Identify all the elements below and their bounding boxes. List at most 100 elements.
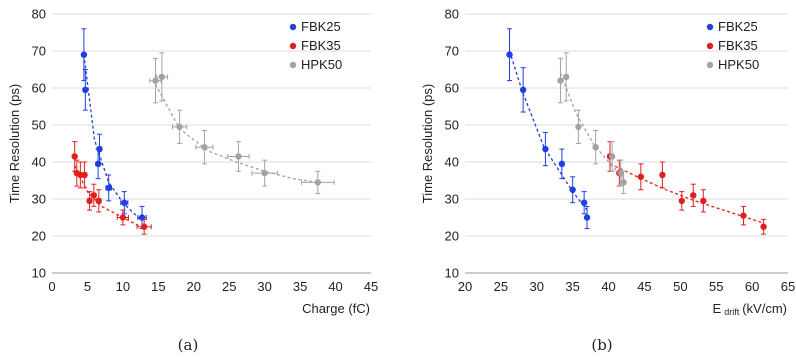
y-tick-label: 40 [32, 155, 46, 170]
data-point [690, 192, 697, 199]
legend-marker [289, 61, 297, 69]
data-point [569, 186, 576, 193]
trendline [559, 72, 625, 180]
y-tick-label: 20 [32, 229, 46, 244]
x-tick-label: 15 [151, 279, 165, 294]
legend-marker [706, 42, 714, 50]
data-point [235, 153, 242, 160]
data-point [580, 199, 588, 206]
data-point [760, 223, 767, 230]
y-tick-label: 10 [445, 266, 459, 281]
data-point [201, 144, 208, 151]
legend-label: FBK35 [301, 38, 341, 53]
data-point [558, 160, 566, 168]
trendline [508, 50, 588, 211]
trendline [83, 54, 143, 222]
data-point [80, 51, 88, 58]
x-tick-label: 65 [781, 279, 795, 294]
x-tick-label: 30 [530, 279, 544, 294]
panel-caption: (a) [178, 336, 199, 354]
data-point [96, 145, 103, 153]
y-tick-label: 80 [32, 7, 46, 22]
data-point [620, 179, 627, 186]
data-point [740, 212, 747, 219]
x-tick-label: 50 [673, 279, 687, 294]
data-point [82, 86, 89, 94]
x-tick-label: 25 [222, 279, 236, 294]
y-tick-label: 80 [445, 7, 459, 22]
y-tick-label: 50 [32, 118, 46, 133]
data-point [700, 197, 707, 205]
data-point [583, 214, 591, 221]
trendline [609, 163, 764, 224]
x-tick-label: 40 [601, 279, 615, 294]
legend-marker [289, 42, 297, 50]
legend-label: HPK50 [301, 57, 342, 72]
y-tick-label: 70 [32, 44, 46, 59]
legend-marker [706, 23, 714, 31]
legend-marker [706, 61, 714, 69]
y-axis-title: Time Resolution (ps) [420, 84, 435, 203]
data-point [119, 214, 127, 221]
x-tick-label: 55 [709, 279, 723, 294]
x-tick-label: 45 [364, 279, 378, 294]
data-point [659, 171, 666, 179]
legend-marker [289, 23, 297, 31]
x-tick-label: 45 [637, 279, 651, 294]
x-tick-label: 40 [328, 279, 342, 294]
data-point [557, 77, 564, 84]
data-point [158, 73, 166, 81]
y-tick-label: 60 [32, 81, 46, 96]
data-point [637, 173, 645, 180]
legend-label: HPK50 [718, 57, 759, 72]
x-tick-label: 25 [494, 279, 508, 294]
x-tick-label: 5 [84, 279, 91, 294]
y-tick-label: 30 [445, 192, 459, 207]
data-point [542, 145, 549, 153]
x-tick-label: 30 [257, 279, 271, 294]
data-point [678, 197, 685, 205]
data-point [506, 51, 513, 58]
x-tick-label: 35 [293, 279, 307, 294]
data-point [575, 123, 582, 131]
series-HPK50 [149, 52, 335, 194]
series-FBK25 [506, 28, 591, 230]
legend-label: FBK25 [718, 19, 758, 34]
legend-label: FBK25 [301, 19, 341, 34]
panel-caption: (b) [591, 336, 612, 354]
data-point [121, 199, 128, 206]
data-point [105, 184, 112, 192]
series-FBK35 [606, 141, 767, 235]
y-tick-label: 60 [445, 81, 459, 96]
y-tick-label: 20 [445, 229, 459, 244]
data-point [176, 123, 183, 131]
data-point [152, 77, 159, 84]
x-tick-label: 35 [565, 279, 579, 294]
data-point [81, 171, 88, 179]
data-point [519, 86, 527, 94]
data-point [140, 223, 148, 230]
y-tick-label: 30 [32, 192, 46, 207]
y-tick-label: 40 [445, 155, 459, 170]
x-tick-label: 20 [187, 279, 201, 294]
x-tick-label: 60 [745, 279, 759, 294]
x-tick-label: 20 [458, 279, 472, 294]
y-axis-title: Time Resolution (ps) [7, 84, 22, 203]
data-point [563, 73, 570, 81]
y-tick-label: 70 [445, 44, 459, 59]
y-tick-label: 50 [445, 118, 459, 133]
data-point [261, 169, 268, 177]
data-point [95, 197, 102, 205]
x-tick-label: 10 [116, 279, 130, 294]
chart-panel-a: 10 20 30 40 50 60 70 80 0 5 10 15 20 25 30 35 40 45 Time R… [7, 7, 378, 355]
data-point [314, 179, 322, 186]
series-FBK25 [80, 28, 147, 230]
series-FBK35 [71, 141, 152, 235]
legend-label: FBK35 [718, 38, 758, 53]
data-point [608, 153, 616, 160]
data-point [90, 192, 98, 199]
y-tick-label: 10 [32, 266, 46, 281]
